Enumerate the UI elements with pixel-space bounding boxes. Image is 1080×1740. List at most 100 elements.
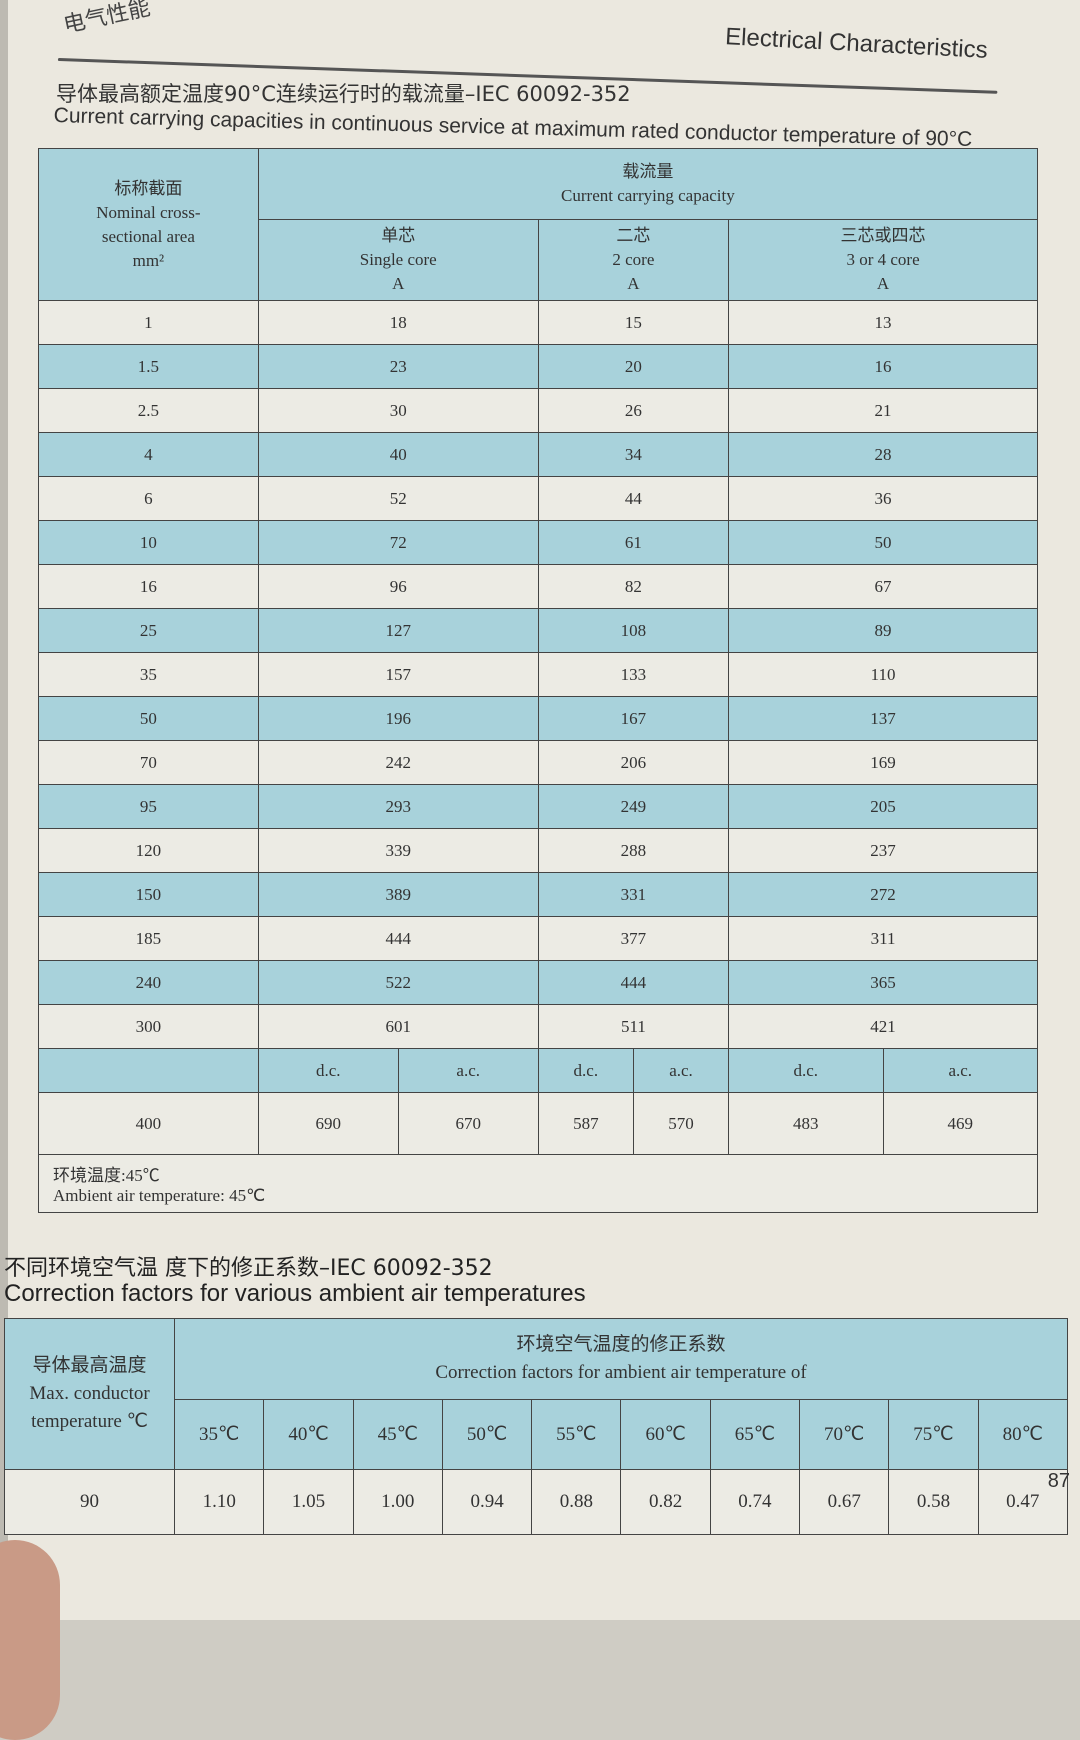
factor-cell: 1.00 [352, 1469, 443, 1535]
page-number: 87 [1047, 1470, 1070, 1492]
area-header-unit: mm² [132, 250, 165, 270]
col-unit: A [627, 274, 640, 293]
ambient-note: 环境温度:45℃ Ambient air temperature: 45℃ [38, 1154, 1038, 1213]
area-cell: 300 [38, 1004, 259, 1049]
two-core-cell: 167 [537, 696, 730, 741]
temperature-cell: 40℃ [263, 1399, 354, 1470]
area-cell: 95 [38, 784, 259, 829]
table-row: 10 72 61 50 [38, 520, 1038, 565]
factor-cell: 0.94 [441, 1469, 533, 1535]
area-cell: 1.5 [38, 344, 259, 389]
col-en: 3 or 4 core [846, 250, 920, 269]
single-core-cell: 389 [257, 872, 539, 917]
temperature-cell: 55℃ [531, 1399, 622, 1470]
two-core-cell: 511 [537, 1004, 730, 1049]
single-core-cell: 339 [257, 828, 539, 873]
area-cell: 2.5 [38, 388, 259, 433]
table-row: 50 196 167 137 [38, 696, 1038, 741]
max-temp-en2: temperature ℃ [31, 1411, 148, 1432]
single-core-cell: 96 [257, 564, 539, 609]
two-core-cell: 34 [537, 432, 730, 477]
area-cell: 4 [38, 432, 259, 477]
temperature-cell: 65℃ [709, 1399, 801, 1470]
three-four-core-cell: 272 [728, 872, 1038, 917]
single-core-cell: 30 [257, 388, 539, 433]
area-cell: 70 [38, 740, 259, 785]
temperature-cell: 50℃ [441, 1399, 533, 1470]
value-cell: 690 [257, 1092, 399, 1155]
two-core-cell: 108 [537, 608, 730, 653]
table-row: 16 96 82 67 [38, 564, 1038, 609]
group-cn: 载流量 [622, 162, 674, 181]
current-type-cell: d.c. [537, 1048, 634, 1093]
area-cell: 35 [38, 652, 259, 697]
group-cn: 环境空气温度的修正系数 [516, 1334, 726, 1355]
ambient-note-en: Ambient air temperature: 45℃ [53, 1186, 266, 1205]
two-core-cell: 20 [537, 344, 730, 389]
current-type-cell: a.c. [397, 1048, 539, 1093]
factor-cell: 0.82 [620, 1469, 711, 1535]
col-single-core: 单芯 Single core A [257, 219, 539, 301]
table-row: 95 293 249 205 [38, 784, 1038, 829]
area-header-en1: Nominal cross- [96, 202, 201, 222]
three-four-core-cell: 16 [728, 344, 1038, 389]
area-cell: 10 [38, 520, 259, 565]
table-row: 300 601 511 421 [38, 1004, 1038, 1049]
single-core-cell: 157 [257, 652, 539, 697]
three-four-core-cell: 365 [728, 960, 1038, 1005]
single-core-cell: 52 [257, 476, 539, 521]
ambient-note-cn: 环境温度:45℃ [53, 1166, 160, 1185]
col-2-core: 二芯 2 core A [537, 219, 730, 301]
two-core-cell: 206 [537, 740, 730, 785]
area-cell: 400 [38, 1092, 259, 1155]
table-subheader-row: 单芯 Single core A 二芯 2 core A 三芯或四芯 3 or 4 cor… [38, 219, 1038, 301]
factor-cell: 0.74 [709, 1469, 801, 1535]
factor-cell: 1.05 [263, 1469, 354, 1535]
area-cell: 25 [38, 608, 259, 653]
three-four-core-cell: 36 [728, 476, 1038, 521]
two-core-cell: 249 [537, 784, 730, 829]
table-row: 1 18 15 13 [38, 300, 1038, 345]
single-core-cell: 242 [257, 740, 539, 785]
two-core-cell: 288 [537, 828, 730, 873]
correction-factor-table: 导体最高温度 Max. conductor temperature ℃ 环境空气… [3, 1318, 1069, 1535]
current-type-cell: d.c. [728, 1048, 884, 1093]
table1-title-cn: 导体最高额定温度90°C连续运行时的载流量–IEC 60092-352 [56, 82, 631, 106]
factor-cell: 0.88 [531, 1469, 622, 1535]
area-cell: 240 [38, 960, 259, 1005]
area-cell: 185 [38, 916, 259, 961]
group-en: Correction factors for ambient air tempe… [435, 1362, 807, 1383]
table-row: 6 52 44 36 [38, 476, 1038, 521]
current-type-cell: d.c. [257, 1048, 399, 1093]
temperature-row: 35℃ 40℃ 45℃ 50℃ 55℃ 60℃ 65℃ 70℃ 75℃ 80℃ [4, 1399, 1069, 1470]
two-core-cell: 444 [537, 960, 730, 1005]
table-row: 4 40 34 28 [38, 432, 1038, 477]
temperature-cell: 75℃ [888, 1399, 979, 1470]
finger [0, 1540, 60, 1740]
three-four-core-cell: 89 [728, 608, 1038, 653]
factor-row: 90 1.10 1.05 1.00 0.94 0.88 0.82 0.74 0.67 0.58 0.… [3, 1469, 1069, 1535]
temperature-cell: 70℃ [799, 1399, 890, 1470]
area-cell: 150 [38, 872, 259, 917]
three-four-core-cell: 169 [728, 740, 1038, 785]
two-core-cell: 133 [537, 652, 730, 697]
area-cell: 6 [38, 476, 259, 521]
table-row: 240 522 444 365 [38, 960, 1038, 1005]
single-core-cell: 601 [257, 1004, 539, 1049]
max-temp-cell: 90 [3, 1469, 176, 1535]
max-temp-cn: 导体最高温度 [32, 1355, 147, 1376]
factor-cell: 0.58 [888, 1469, 979, 1535]
col-cn: 单芯 [381, 226, 416, 245]
single-core-cell: 522 [257, 960, 539, 1005]
table-header-row: 标称截面 Nominal cross- sectional area mm² 载… [38, 148, 1039, 301]
two-core-cell: 44 [537, 476, 730, 521]
table-row: 2.5 30 26 21 [38, 388, 1038, 433]
area-cell: 50 [38, 696, 259, 741]
three-four-core-cell: 21 [728, 388, 1038, 433]
single-core-cell: 127 [257, 608, 539, 653]
factor-cell: 0.67 [799, 1469, 890, 1535]
factor-cell: 0.47 [977, 1469, 1069, 1535]
two-core-cell: 15 [537, 300, 730, 345]
two-core-cell: 331 [537, 872, 730, 917]
current-capacity-table: 标称截面 Nominal cross- sectional area mm² 载… [38, 148, 1039, 1213]
